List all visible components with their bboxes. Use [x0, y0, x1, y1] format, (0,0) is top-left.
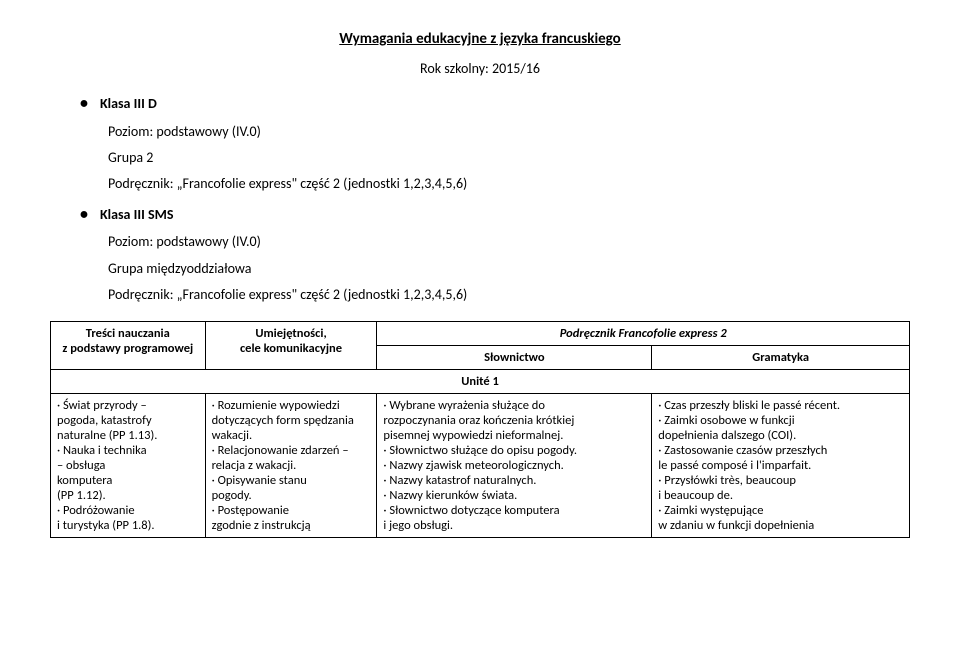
cell-text-line: · Zaimki występujące	[658, 503, 903, 518]
cell-text-line: (PP 1.12).	[57, 488, 199, 503]
klasa-d-label: Klasa III D	[100, 93, 157, 115]
podrecznik-d: Podręcznik: „Francofolie express" część …	[108, 173, 910, 195]
cell-text-line: · Nazwy kierunków świata.	[383, 488, 645, 503]
cell-text-line: · Wybrane wyrażenia służące do	[383, 398, 645, 413]
cell-text-line: pogoda, katastrofy	[57, 413, 199, 428]
table-row: · Świat przyrody –pogoda, katastrofynatu…	[51, 393, 910, 537]
cell-text-line: · Rozumienie wypowiedzi	[212, 398, 371, 413]
cell-text-line: naturalne (PP 1.13).	[57, 428, 199, 443]
col-header-umiejetnosci: Umiejętności, cele komunikacyjne	[205, 321, 377, 369]
cell-text-line: · Czas przeszły bliski le passé récent.	[658, 398, 903, 413]
cell-text-line: w zdaniu w funkcji dopełnienia	[658, 518, 903, 533]
cell-text-line: · Podróżowanie	[57, 503, 199, 518]
cell-text-line: · Opisywanie stanu	[212, 473, 371, 488]
unit-row: Unité 1	[51, 369, 910, 393]
cell-umiejetnosci: · Rozumienie wypowiedzidotyczących form …	[205, 393, 377, 537]
cell-text-line: relacja z wakacji.	[212, 458, 371, 473]
cell-text-line: i jego obsługi.	[383, 518, 645, 533]
cell-text-line: wakacji.	[212, 428, 371, 443]
bullet-dot-icon: •	[80, 91, 88, 117]
cell-text-line: · Zastosowanie czasów przeszłych	[658, 443, 903, 458]
cell-text-line: – obsługa	[57, 458, 199, 473]
unit-label: Unité 1	[51, 369, 910, 393]
col-header-book: Podręcznik Francofolie express 2	[377, 321, 910, 345]
col-header-gramatyka: Gramatyka	[652, 345, 910, 369]
table-header-row-top: Treści nauczania z podstawy programowej …	[51, 321, 910, 345]
cell-slownictwo: · Wybrane wyrażenia służące dorozpoczyna…	[377, 393, 652, 537]
klasa-sms-label: Klasa III SMS	[100, 204, 174, 226]
cell-text-line: · Przysłówki très, beaucoup	[658, 473, 903, 488]
cell-text-line: i beaucoup de.	[658, 488, 903, 503]
cell-gramatyka: · Czas przeszły bliski le passé récent.·…	[652, 393, 910, 537]
cell-text-line: · Świat przyrody –	[57, 398, 199, 413]
cell-text-line: · Relacjonowanie zdarzeń –	[212, 443, 371, 458]
bullet-dot-icon: •	[80, 202, 88, 228]
school-year: Rok szkolny: 2015/16	[50, 60, 910, 77]
cell-text-line: · Nazwy zjawisk meteorologicznych.	[383, 458, 645, 473]
cell-text-line: pogody.	[212, 488, 371, 503]
cell-text-line: · Nauka i technika	[57, 443, 199, 458]
cell-text-line: pisemnej wypowiedzi nieformalnej.	[383, 428, 645, 443]
grupa-sms: Grupa międzyoddziałowa	[108, 258, 910, 280]
podrecznik-sms: Podręcznik: „Francofolie express" część …	[108, 284, 910, 306]
bullet-klasa-sms: • Klasa III SMS	[80, 202, 910, 228]
cell-text-line: komputera	[57, 473, 199, 488]
cell-text-line: · Słownictwo służące do opisu pogody.	[383, 443, 645, 458]
cell-text-line: · Zaimki osobowe w funkcji	[658, 413, 903, 428]
poziom-d: Poziom: podstawowy (IV.0)	[108, 121, 910, 143]
cell-tresci: · Świat przyrody –pogoda, katastrofynatu…	[51, 393, 206, 537]
col-header-slownictwo: Słownictwo	[377, 345, 652, 369]
section-klasa-iii-d: • Klasa III D Poziom: podstawowy (IV.0) …	[80, 91, 910, 307]
cell-text-line: dopełnienia dalszego (COI).	[658, 428, 903, 443]
cell-text-line: dotyczących form spędzania	[212, 413, 371, 428]
cell-text-line: i turystyka (PP 1.8).	[57, 518, 199, 533]
page-title: Wymagania edukacyjne z języka francuskie…	[50, 30, 910, 48]
col-header-tresci: Treści nauczania z podstawy programowej	[51, 321, 206, 369]
cell-text-line: zgodnie z instrukcją	[212, 518, 371, 533]
grupa-d: Grupa 2	[108, 147, 910, 169]
cell-text-line: · Słownictwo dotyczące komputera	[383, 503, 645, 518]
cell-text-line: · Nazwy katastrof naturalnych.	[383, 473, 645, 488]
curriculum-table: Treści nauczania z podstawy programowej …	[50, 321, 910, 538]
cell-text-line: le passé composé i l'imparfait.	[658, 458, 903, 473]
poziom-sms: Poziom: podstawowy (IV.0)	[108, 231, 910, 253]
cell-text-line: · Postępowanie	[212, 503, 371, 518]
bullet-klasa-d: • Klasa III D	[80, 91, 910, 117]
cell-text-line: rozpoczynania oraz kończenia krótkiej	[383, 413, 645, 428]
